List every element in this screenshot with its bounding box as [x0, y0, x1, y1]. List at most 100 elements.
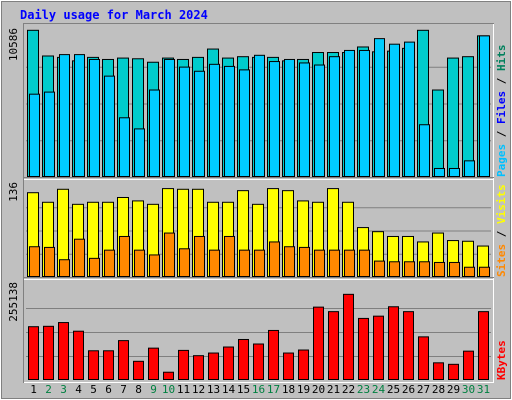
x-tick-label: 27	[417, 383, 430, 396]
bar-files-day-20	[314, 64, 325, 177]
bar-files-day-29	[449, 167, 460, 177]
bar-kbytes-day-22	[343, 293, 354, 380]
x-tick-label: 6	[105, 383, 112, 396]
bar-sites-day-13	[209, 249, 220, 278]
bar-kbytes-day-6	[103, 350, 114, 380]
x-tick-label: 12	[192, 383, 205, 396]
bar-files-day-1	[29, 93, 40, 177]
x-tick-label: 23	[357, 383, 370, 396]
legend-item-hits: Hits	[495, 45, 508, 72]
x-tick-label: 26	[402, 383, 415, 396]
bar-sites-day-29	[449, 261, 460, 277]
bar-files-day-6	[104, 75, 115, 177]
x-tick-label: 2	[45, 383, 52, 396]
bar-files-day-12	[194, 70, 205, 177]
bar-kbytes-day-16	[253, 343, 264, 380]
bar-sites-day-28	[434, 261, 445, 277]
bar-kbytes-day-7	[118, 340, 129, 380]
bar-files-day-28	[434, 167, 445, 177]
x-tick-label: 4	[75, 383, 82, 396]
panel-kbytes: 255138 KBytes	[7, 277, 508, 383]
x-tick-label: 8	[135, 383, 142, 396]
bar-kbytes-day-4	[73, 330, 84, 380]
x-tick-label: 15	[237, 383, 250, 396]
bar-kbytes-day-23	[358, 317, 369, 381]
bar-files-day-3	[59, 54, 70, 178]
bar-sites-day-18	[284, 246, 295, 277]
bar-files-day-5	[89, 58, 100, 177]
bar-kbytes-day-14	[223, 346, 234, 380]
x-tick-label: 25	[387, 383, 400, 396]
bar-files-day-14	[224, 65, 235, 177]
legend-item-sites: Sites	[495, 244, 508, 277]
bar-kbytes-day-28	[433, 362, 444, 381]
bar-sites-day-10	[164, 232, 175, 277]
bar-kbytes-day-31	[478, 311, 489, 381]
legend-separator: /	[495, 224, 508, 244]
x-tick-label: 5	[90, 383, 97, 396]
panel-visits-sites: 136 Sites / Visits	[7, 177, 508, 280]
legend-hits-files-pages: Pages / Files / Hits	[495, 45, 508, 178]
legend-kbytes: KBytes	[495, 340, 508, 380]
bar-kbytes-day-29	[448, 363, 459, 381]
bar-kbytes-day-15	[238, 338, 249, 381]
bar-kbytes-day-2	[43, 325, 54, 381]
bar-kbytes-day-5	[88, 350, 99, 380]
bar-sites-day-5	[89, 257, 100, 277]
bar-files-day-23	[359, 49, 370, 178]
bar-kbytes-day-12	[193, 355, 204, 381]
bar-kbytes-day-20	[313, 306, 324, 380]
bar-kbytes-day-25	[388, 306, 399, 380]
x-tick-label: 29	[447, 383, 460, 396]
bar-sites-day-8	[134, 249, 145, 278]
bar-files-day-18	[284, 58, 295, 177]
bar-files-day-15	[239, 69, 250, 177]
bar-sites-day-3	[59, 259, 70, 277]
y-max-label: 136	[7, 182, 20, 202]
x-tick-label: 18	[282, 383, 295, 396]
chart-panels: 10586 Pages / Files / Hits 136 Sites / Visi…	[7, 23, 508, 383]
bar-kbytes-day-24	[373, 315, 384, 381]
bar-kbytes-day-27	[418, 336, 429, 380]
bar-hits-day-30	[462, 56, 474, 177]
bar-files-day-13	[209, 63, 220, 177]
bar-sites-day-6	[104, 249, 115, 278]
bar-sites-day-30	[464, 266, 475, 277]
x-tick-label: 17	[267, 383, 280, 396]
bar-sites-day-27	[419, 261, 430, 278]
bar-sites-day-23	[359, 249, 370, 278]
bar-kbytes-day-30	[463, 350, 474, 381]
x-tick-label: 1	[30, 383, 37, 396]
bar-sites-day-17	[269, 241, 280, 277]
bar-kbytes-day-11	[178, 349, 189, 381]
legend-item-files: Files	[495, 91, 508, 124]
panel-hits-files-pages: 10586 Pages / Files / Hits	[7, 23, 508, 180]
chart-title: Daily usage for March 2024	[20, 8, 208, 22]
x-tick-label: 9	[150, 383, 157, 396]
x-tick-label: 11	[177, 383, 190, 396]
legend-item-kbytes: KBytes	[495, 340, 508, 380]
legend-visits-sites: Sites / Visits	[495, 184, 508, 277]
bar-files-day-27	[419, 124, 430, 177]
x-tick-label: 14	[222, 383, 236, 396]
bar-files-day-19	[299, 62, 310, 177]
legend-separator: /	[495, 124, 508, 144]
bar-kbytes-day-8	[133, 360, 144, 381]
bar-files-day-7	[119, 117, 130, 177]
bar-sites-day-22	[344, 249, 355, 278]
bar-sites-day-14	[224, 235, 235, 277]
bar-sites-day-12	[194, 235, 205, 277]
bar-files-day-8	[134, 128, 145, 177]
bar-sites-day-31	[479, 266, 490, 277]
bar-files-day-16	[254, 54, 265, 177]
bar-hits-day-29	[447, 57, 459, 177]
bar-kbytes-day-21	[328, 311, 339, 381]
bar-files-day-11	[179, 66, 190, 177]
bar-sites-day-11	[179, 248, 190, 278]
bar-kbytes-day-3	[58, 322, 69, 381]
bar-files-day-26	[404, 41, 415, 177]
bar-kbytes-day-1	[28, 326, 39, 380]
bar-sites-day-1	[29, 246, 40, 277]
x-tick-label: 22	[342, 383, 355, 396]
y-max-label: 10586	[7, 28, 20, 61]
